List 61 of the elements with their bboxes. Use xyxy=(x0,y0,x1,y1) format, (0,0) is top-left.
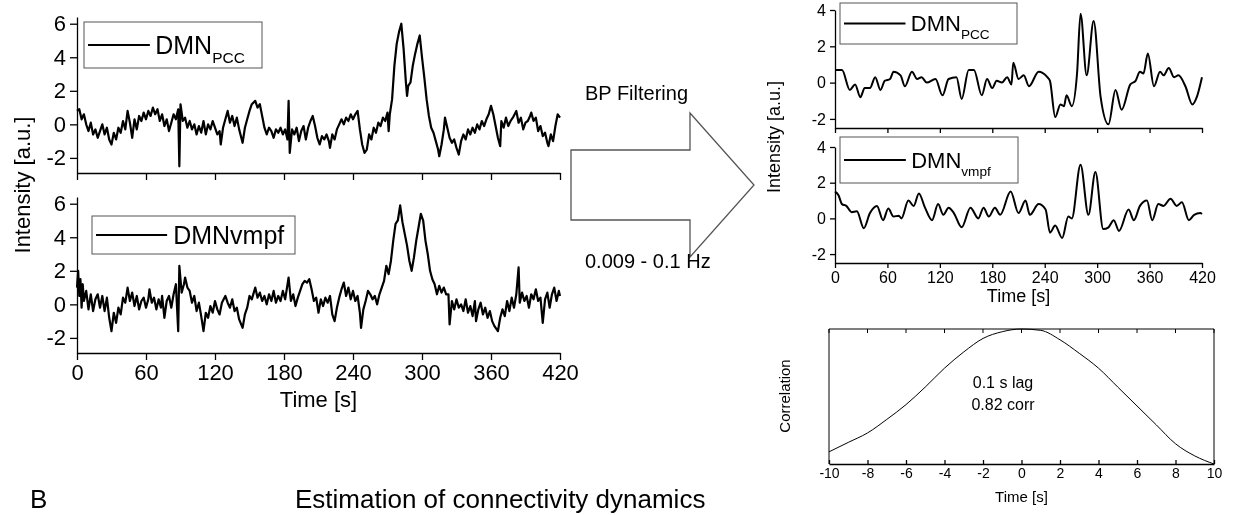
y-tick-label: 4 xyxy=(817,1,827,19)
x-tick-label: 0 xyxy=(831,269,841,287)
x-tick-label: 300 xyxy=(404,359,441,385)
x-tick-label: 60 xyxy=(134,359,159,385)
y-tick-label: 4 xyxy=(817,138,827,156)
x-axis-title: Time [s] xyxy=(986,286,1051,306)
y-tick-label: 0 xyxy=(53,291,66,317)
y-tick-label: 0 xyxy=(53,111,66,137)
y-tick-label: 4 xyxy=(53,224,66,250)
x-tick-label: -10 xyxy=(819,464,840,481)
y-tick-label: 2 xyxy=(817,174,827,192)
legend-label: DMN$_{PCC}$ xyxy=(155,30,245,66)
legend-label: DMNvmpf xyxy=(173,220,285,249)
x-tick-label: 8 xyxy=(1172,464,1181,481)
x-tick-label: 240 xyxy=(335,359,372,385)
y-tick-label: -2 xyxy=(811,110,827,128)
x-tick-label: -8 xyxy=(861,464,875,481)
y-tick-label: 2 xyxy=(53,78,66,104)
text: Estimation of connectivity dynamics xyxy=(295,484,706,514)
annotation: 0.82 corr xyxy=(971,396,1036,413)
x-tick-label: 60 xyxy=(879,269,897,287)
x-tick-label: 180 xyxy=(266,359,303,385)
legend-label: DMN$_{vmpf}$ xyxy=(911,147,992,179)
x-tick-label: -6 xyxy=(900,464,913,481)
text: B xyxy=(30,484,48,514)
text: BP Filtering xyxy=(585,82,689,104)
y-tick-label: -2 xyxy=(46,145,66,171)
x-axis-title: Time [s] xyxy=(995,488,1048,505)
x-tick-label: 420 xyxy=(542,359,579,385)
y-tick-label: 0 xyxy=(817,74,827,92)
x-tick-label: -4 xyxy=(938,464,952,481)
legend-label: DMN$_{PCC}$ xyxy=(910,11,990,42)
x-tick-label: 0 xyxy=(71,359,84,385)
y-axis-title: Intensity [a.u.] xyxy=(764,80,784,194)
x-tick-label: 120 xyxy=(927,269,954,287)
line-series xyxy=(834,12,1203,126)
x-tick-label: 120 xyxy=(197,359,234,385)
x-tick-label: 10 xyxy=(1206,464,1223,481)
x-tick-label: 240 xyxy=(1031,269,1059,287)
x-tick-label: 420 xyxy=(1189,269,1216,287)
y-axis-title: Correlation xyxy=(776,359,793,433)
y-tick-label: -2 xyxy=(46,325,66,351)
x-tick-label: 360 xyxy=(473,359,510,385)
x-tick-label: 6 xyxy=(1133,464,1142,481)
y-axis-title: Intensity [a.u.] xyxy=(10,116,35,254)
x-tick-label: 180 xyxy=(979,269,1007,287)
x-tick-label: 360 xyxy=(1136,269,1164,287)
y-tick-label: -2 xyxy=(811,245,827,263)
x-axis-title: Time [s] xyxy=(279,387,358,412)
x-tick-label: 0 xyxy=(1018,464,1027,481)
y-tick-label: 0 xyxy=(817,210,827,227)
x-tick-label: 2 xyxy=(1056,464,1065,481)
y-tick-label: 6 xyxy=(53,11,66,37)
x-tick-label: -2 xyxy=(977,464,990,481)
y-tick-label: 4 xyxy=(53,44,66,70)
y-tick-label: 6 xyxy=(53,191,66,217)
y-tick-label: 2 xyxy=(817,37,827,55)
annotation: 0.1 s lag xyxy=(972,374,1034,391)
text: 0.009 - 0.1 Hz xyxy=(585,250,711,272)
x-tick-label: 300 xyxy=(1084,269,1112,287)
x-tick-label: 4 xyxy=(1095,464,1104,481)
